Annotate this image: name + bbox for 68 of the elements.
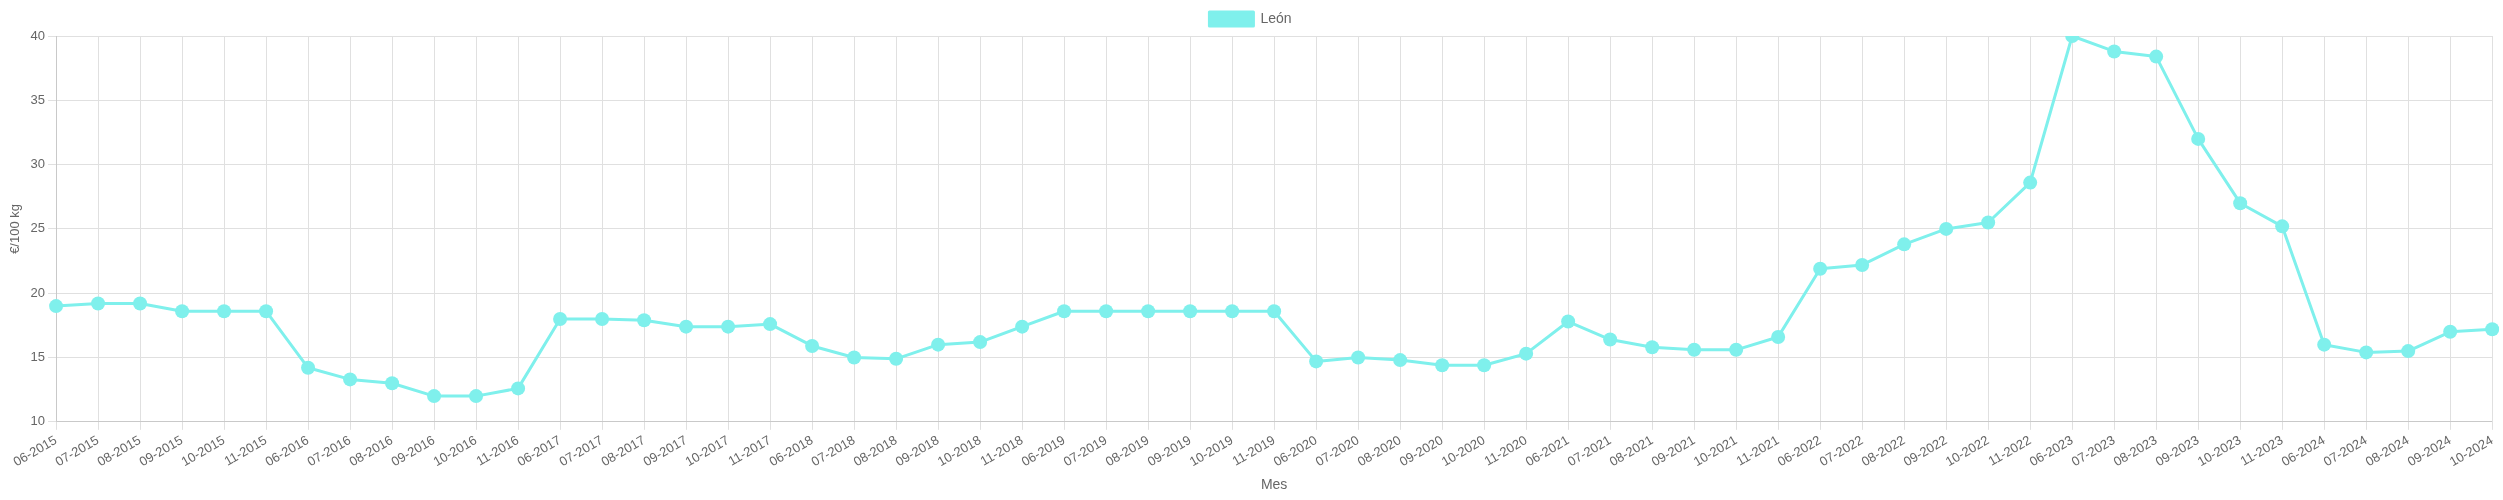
point — [1267, 304, 1282, 319]
y-tick-label: 10 — [30, 413, 46, 429]
point — [2107, 44, 2122, 59]
point — [889, 351, 904, 366]
point — [2359, 345, 2374, 360]
point — [217, 304, 232, 319]
point — [2401, 344, 2416, 359]
point — [1435, 358, 1450, 373]
point — [637, 313, 652, 328]
point — [1855, 257, 1870, 272]
point — [2233, 196, 2248, 211]
point — [1015, 319, 1030, 334]
point — [553, 311, 568, 326]
point — [385, 376, 400, 391]
point — [1183, 304, 1198, 319]
point — [175, 304, 190, 319]
point — [1309, 354, 1324, 369]
point — [301, 360, 316, 375]
point — [805, 338, 820, 353]
point — [1393, 353, 1408, 368]
point — [511, 381, 526, 396]
point — [2317, 337, 2332, 352]
point — [1645, 340, 1660, 355]
point — [1225, 304, 1240, 319]
legend-label: León — [1260, 9, 1292, 26]
point — [133, 296, 148, 311]
point — [595, 311, 610, 326]
point — [1477, 358, 1492, 373]
point — [721, 319, 736, 334]
y-tick-label: 40 — [30, 27, 46, 43]
y-axis-title: €/100 kg — [7, 203, 23, 254]
point — [259, 304, 274, 319]
point — [1099, 304, 1114, 319]
point — [2023, 175, 2038, 190]
point — [469, 389, 484, 404]
point — [343, 372, 358, 387]
point — [1939, 221, 1954, 236]
point — [931, 337, 946, 352]
point — [1519, 346, 1534, 361]
point — [1687, 342, 1702, 357]
point — [1351, 350, 1366, 365]
point — [847, 350, 862, 365]
point — [1141, 304, 1156, 319]
point — [427, 389, 442, 404]
point — [1771, 329, 1786, 344]
x-axis-title: Mes — [1260, 476, 1288, 493]
y-tick-label: 35 — [30, 91, 46, 107]
y-tick-label: 15 — [30, 349, 46, 365]
point — [2275, 219, 2290, 234]
point — [2485, 322, 2500, 337]
y-tick-label: 30 — [30, 156, 46, 172]
point — [763, 317, 778, 332]
point — [91, 296, 106, 311]
point — [2443, 324, 2458, 339]
point — [1813, 261, 1828, 276]
point — [679, 319, 694, 334]
y-tick-label: 20 — [30, 284, 46, 300]
point — [1603, 332, 1618, 347]
point — [2191, 131, 2206, 146]
point — [1729, 342, 1744, 357]
point — [1981, 215, 1996, 230]
point — [1897, 237, 1912, 252]
point — [2149, 49, 2164, 64]
y-tick-label: 25 — [30, 220, 46, 236]
point — [49, 299, 64, 314]
point — [1561, 314, 1576, 329]
point — [973, 335, 988, 350]
point — [1057, 304, 1072, 319]
